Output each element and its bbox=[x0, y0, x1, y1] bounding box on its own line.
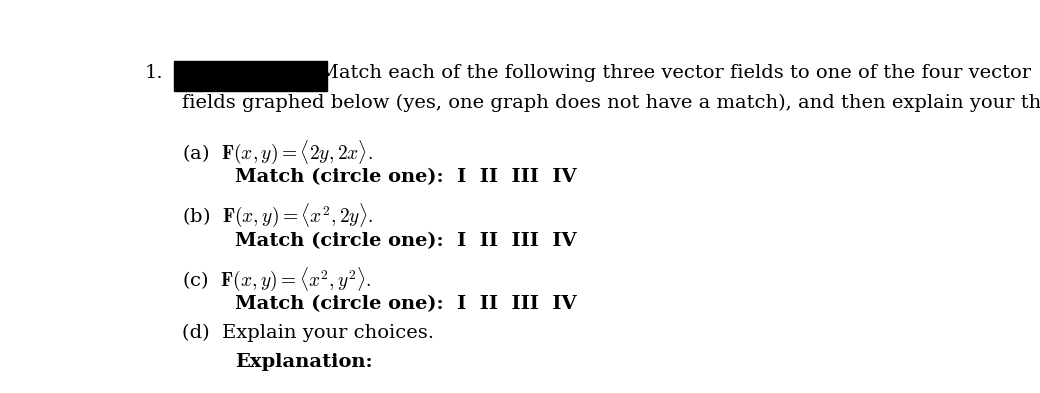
Text: Match (circle one):  I  II  III  IV: Match (circle one): I II III IV bbox=[235, 295, 576, 313]
FancyBboxPatch shape bbox=[175, 61, 328, 91]
Text: (a)  $\mathbf{F}$$(x, y)$$ = \langle 2y, 2x\rangle.$: (a) $\mathbf{F}$$(x, y)$$ = \langle 2y, … bbox=[182, 138, 373, 165]
Text: Match each of the following three vector fields to one of the four vector: Match each of the following three vector… bbox=[319, 64, 1032, 82]
Text: fields graphed below (yes, one graph does not have a match), and then explain yo: fields graphed below (yes, one graph doe… bbox=[182, 94, 1040, 112]
Text: 1.: 1. bbox=[145, 64, 163, 82]
Text: Match (circle one):  I  II  III  IV: Match (circle one): I II III IV bbox=[235, 168, 576, 186]
Text: Match (circle one):  I  II  III  IV: Match (circle one): I II III IV bbox=[235, 232, 576, 250]
Text: (c)  $\mathbf{F}$$(x, y)$$ = \langle x^2, y^2\rangle.$: (c) $\mathbf{F}$$(x, y)$$ = \langle x^2,… bbox=[182, 265, 372, 293]
Text: (b)  $\mathbf{F}$$(x, y)$$ = \langle x^2, 2y\rangle.$: (b) $\mathbf{F}$$(x, y)$$ = \langle x^2,… bbox=[182, 202, 373, 229]
Text: (d)  Explain your choices.: (d) Explain your choices. bbox=[182, 324, 435, 342]
Text: Explanation:: Explanation: bbox=[235, 353, 372, 371]
